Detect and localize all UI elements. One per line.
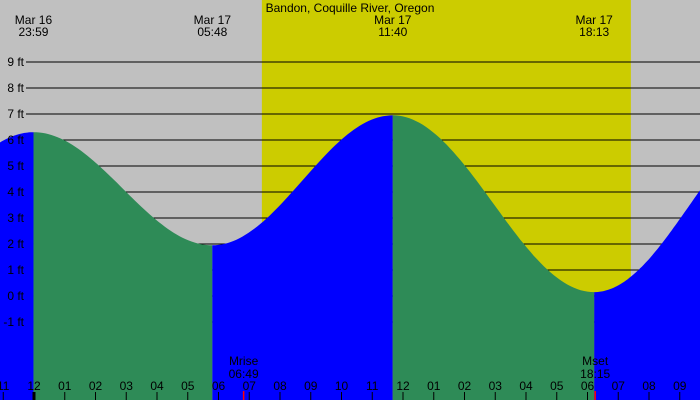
- extreme-time: 05:48: [197, 25, 227, 39]
- x-tick-label: 06: [212, 379, 226, 393]
- x-tick-label: 10: [335, 379, 349, 393]
- x-tick-label: 07: [243, 379, 257, 393]
- chart-title: Bandon, Coquille River, Oregon: [266, 1, 435, 15]
- x-tick-label: 01: [427, 379, 441, 393]
- x-tick-label: 08: [273, 379, 287, 393]
- x-axis: 11 12 01 02 03 04 05 06 07 08 09 10 11 12 01 02 03 04 05 06…: [0, 379, 687, 400]
- y-tick-label: 7 ft: [7, 107, 24, 121]
- x-tick-label: 11: [0, 379, 10, 393]
- rising-tide-segment: [594, 190, 700, 400]
- extreme-time: 23:59: [18, 25, 48, 39]
- y-tick-label: 9 ft: [7, 55, 24, 69]
- tide-area: [0, 115, 700, 400]
- x-tick-label: 11: [366, 379, 379, 393]
- falling-tide-segment: [392, 115, 595, 400]
- moon-event-label: Mset: [582, 354, 609, 368]
- x-tick-label: 02: [458, 379, 472, 393]
- x-tick-label: 01: [58, 379, 72, 393]
- y-tick-label: 0 ft: [7, 289, 24, 303]
- extreme-date: Mar 17: [575, 13, 613, 27]
- x-tick-label: 05: [550, 379, 564, 393]
- moon-event-time: 06:49: [229, 367, 259, 381]
- rising-tide-segment: [0, 132, 34, 400]
- x-tick-label: 06: [581, 379, 595, 393]
- extreme-time: 18:13: [579, 25, 609, 39]
- extreme-date: Mar 17: [374, 13, 412, 27]
- x-tick-label: 04: [150, 379, 164, 393]
- y-tick-label: 8 ft: [7, 81, 24, 95]
- rising-tide-segment: [212, 115, 393, 400]
- y-axis-labels: 9 ft 8 ft 7 ft 6 ft 5 ft 4 ft 3 ft 2 ft 1 ft 0 ft…: [3, 55, 24, 329]
- y-tick-label: -1 ft: [3, 315, 24, 329]
- x-tick-label: 09: [673, 379, 687, 393]
- extreme-date: Mar 16: [15, 13, 53, 27]
- moon-event-time: 18:15: [580, 367, 610, 381]
- falling-tide-segment: [33, 132, 213, 400]
- y-tick-label: 4 ft: [7, 185, 24, 199]
- y-tick-label: 5 ft: [7, 159, 24, 173]
- x-tick-label: 12: [396, 379, 410, 393]
- extreme-date: Mar 17: [194, 13, 232, 27]
- x-tick-label: 08: [642, 379, 656, 393]
- y-tick-label: 6 ft: [7, 133, 24, 147]
- x-tick-label: 12: [27, 379, 41, 393]
- x-tick-label: 09: [304, 379, 318, 393]
- x-tick-label: 02: [89, 379, 103, 393]
- x-tick-label: 04: [519, 379, 533, 393]
- x-tick-label: 03: [120, 379, 134, 393]
- x-tick-label: 03: [489, 379, 503, 393]
- extreme-time: 11:40: [378, 25, 407, 39]
- y-tick-label: 1 ft: [7, 263, 24, 277]
- x-tick-label: 05: [181, 379, 195, 393]
- y-tick-label: 3 ft: [7, 211, 24, 225]
- moon-event-label: Mrise: [229, 354, 259, 368]
- y-tick-label: 2 ft: [7, 237, 24, 251]
- x-tick-label: 07: [612, 379, 626, 393]
